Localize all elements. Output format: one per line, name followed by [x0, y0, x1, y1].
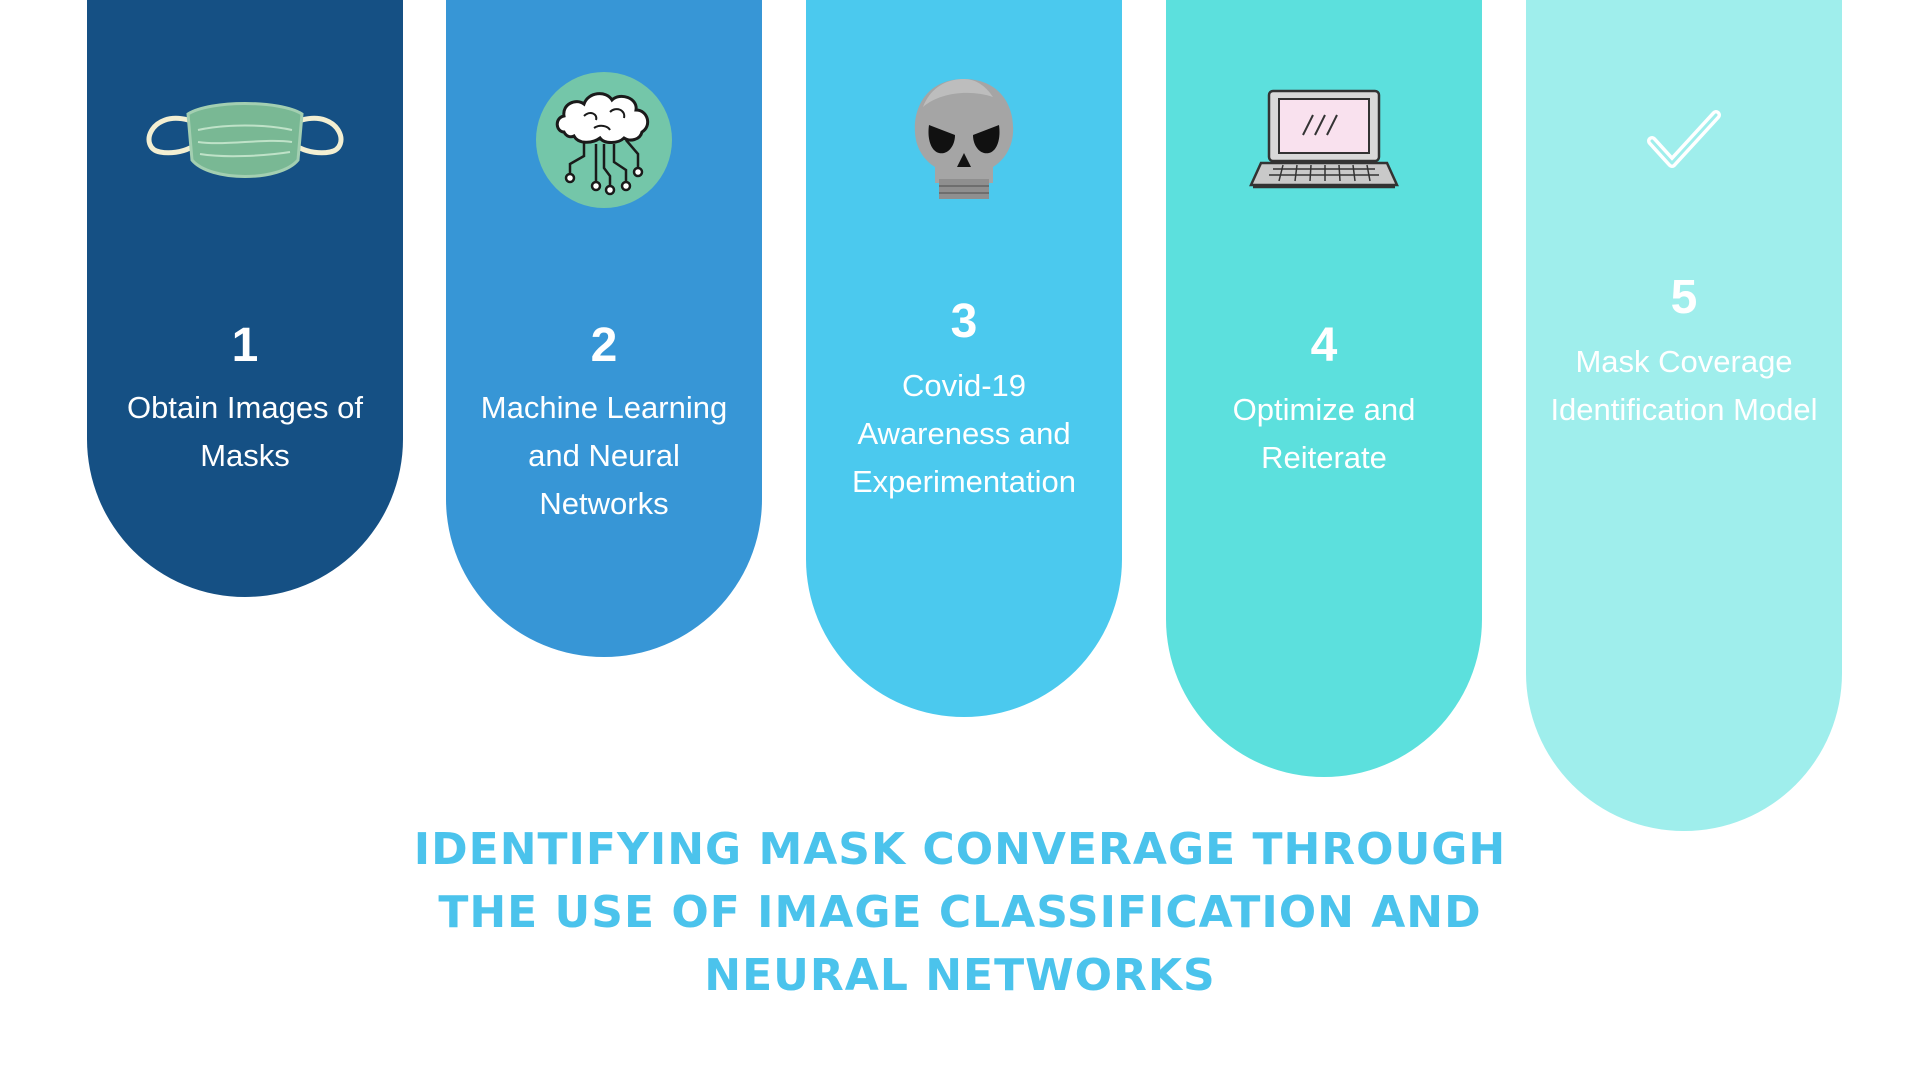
- title-line-3: NEURAL NETWORKS: [704, 950, 1216, 1001]
- laptop-icon: [1166, 60, 1482, 220]
- step-2-label: Machine Learning and Neural Networks: [480, 390, 728, 521]
- step-2-card: 2 Machine Learning and Neural Networks: [446, 0, 762, 657]
- brain-circuit-icon: [446, 60, 762, 220]
- diagram-title: IDENTIFYING MASK CONVERAGE THROUGH THE U…: [360, 818, 1560, 1007]
- step-1-card: 1 Obtain Images of Masks: [87, 0, 403, 597]
- face-mask-icon: [87, 60, 403, 220]
- title-line-1: IDENTIFYING MASK CONVERAGE THROUGH: [413, 824, 1507, 875]
- title-line-2: THE USE OF IMAGE CLASSIFICATION AND: [438, 887, 1482, 938]
- step-5-card: 5 Mask Coverage Identification Model: [1526, 0, 1842, 831]
- step-3-number: 3: [950, 295, 978, 348]
- step-1-label: Obtain Images of Masks: [126, 390, 364, 473]
- step-4-label: Optimize and Reiterate: [1232, 392, 1416, 475]
- step-3-card: 3 Covid-19 Awareness and Experimentation: [806, 0, 1122, 717]
- step-1-number: 1: [231, 319, 259, 372]
- checkmark-icon: [1526, 60, 1842, 220]
- step-4-number: 4: [1310, 319, 1338, 372]
- step-4-card: 4 Optimize and Reiterate: [1166, 0, 1482, 777]
- step-2-number: 2: [590, 319, 618, 372]
- step-5-label: Mask Coverage Identification Model: [1550, 344, 1818, 427]
- step-5-number: 5: [1670, 271, 1698, 324]
- skull-icon: [806, 60, 1122, 220]
- step-3-label: Covid-19 Awareness and Experimentation: [851, 368, 1076, 499]
